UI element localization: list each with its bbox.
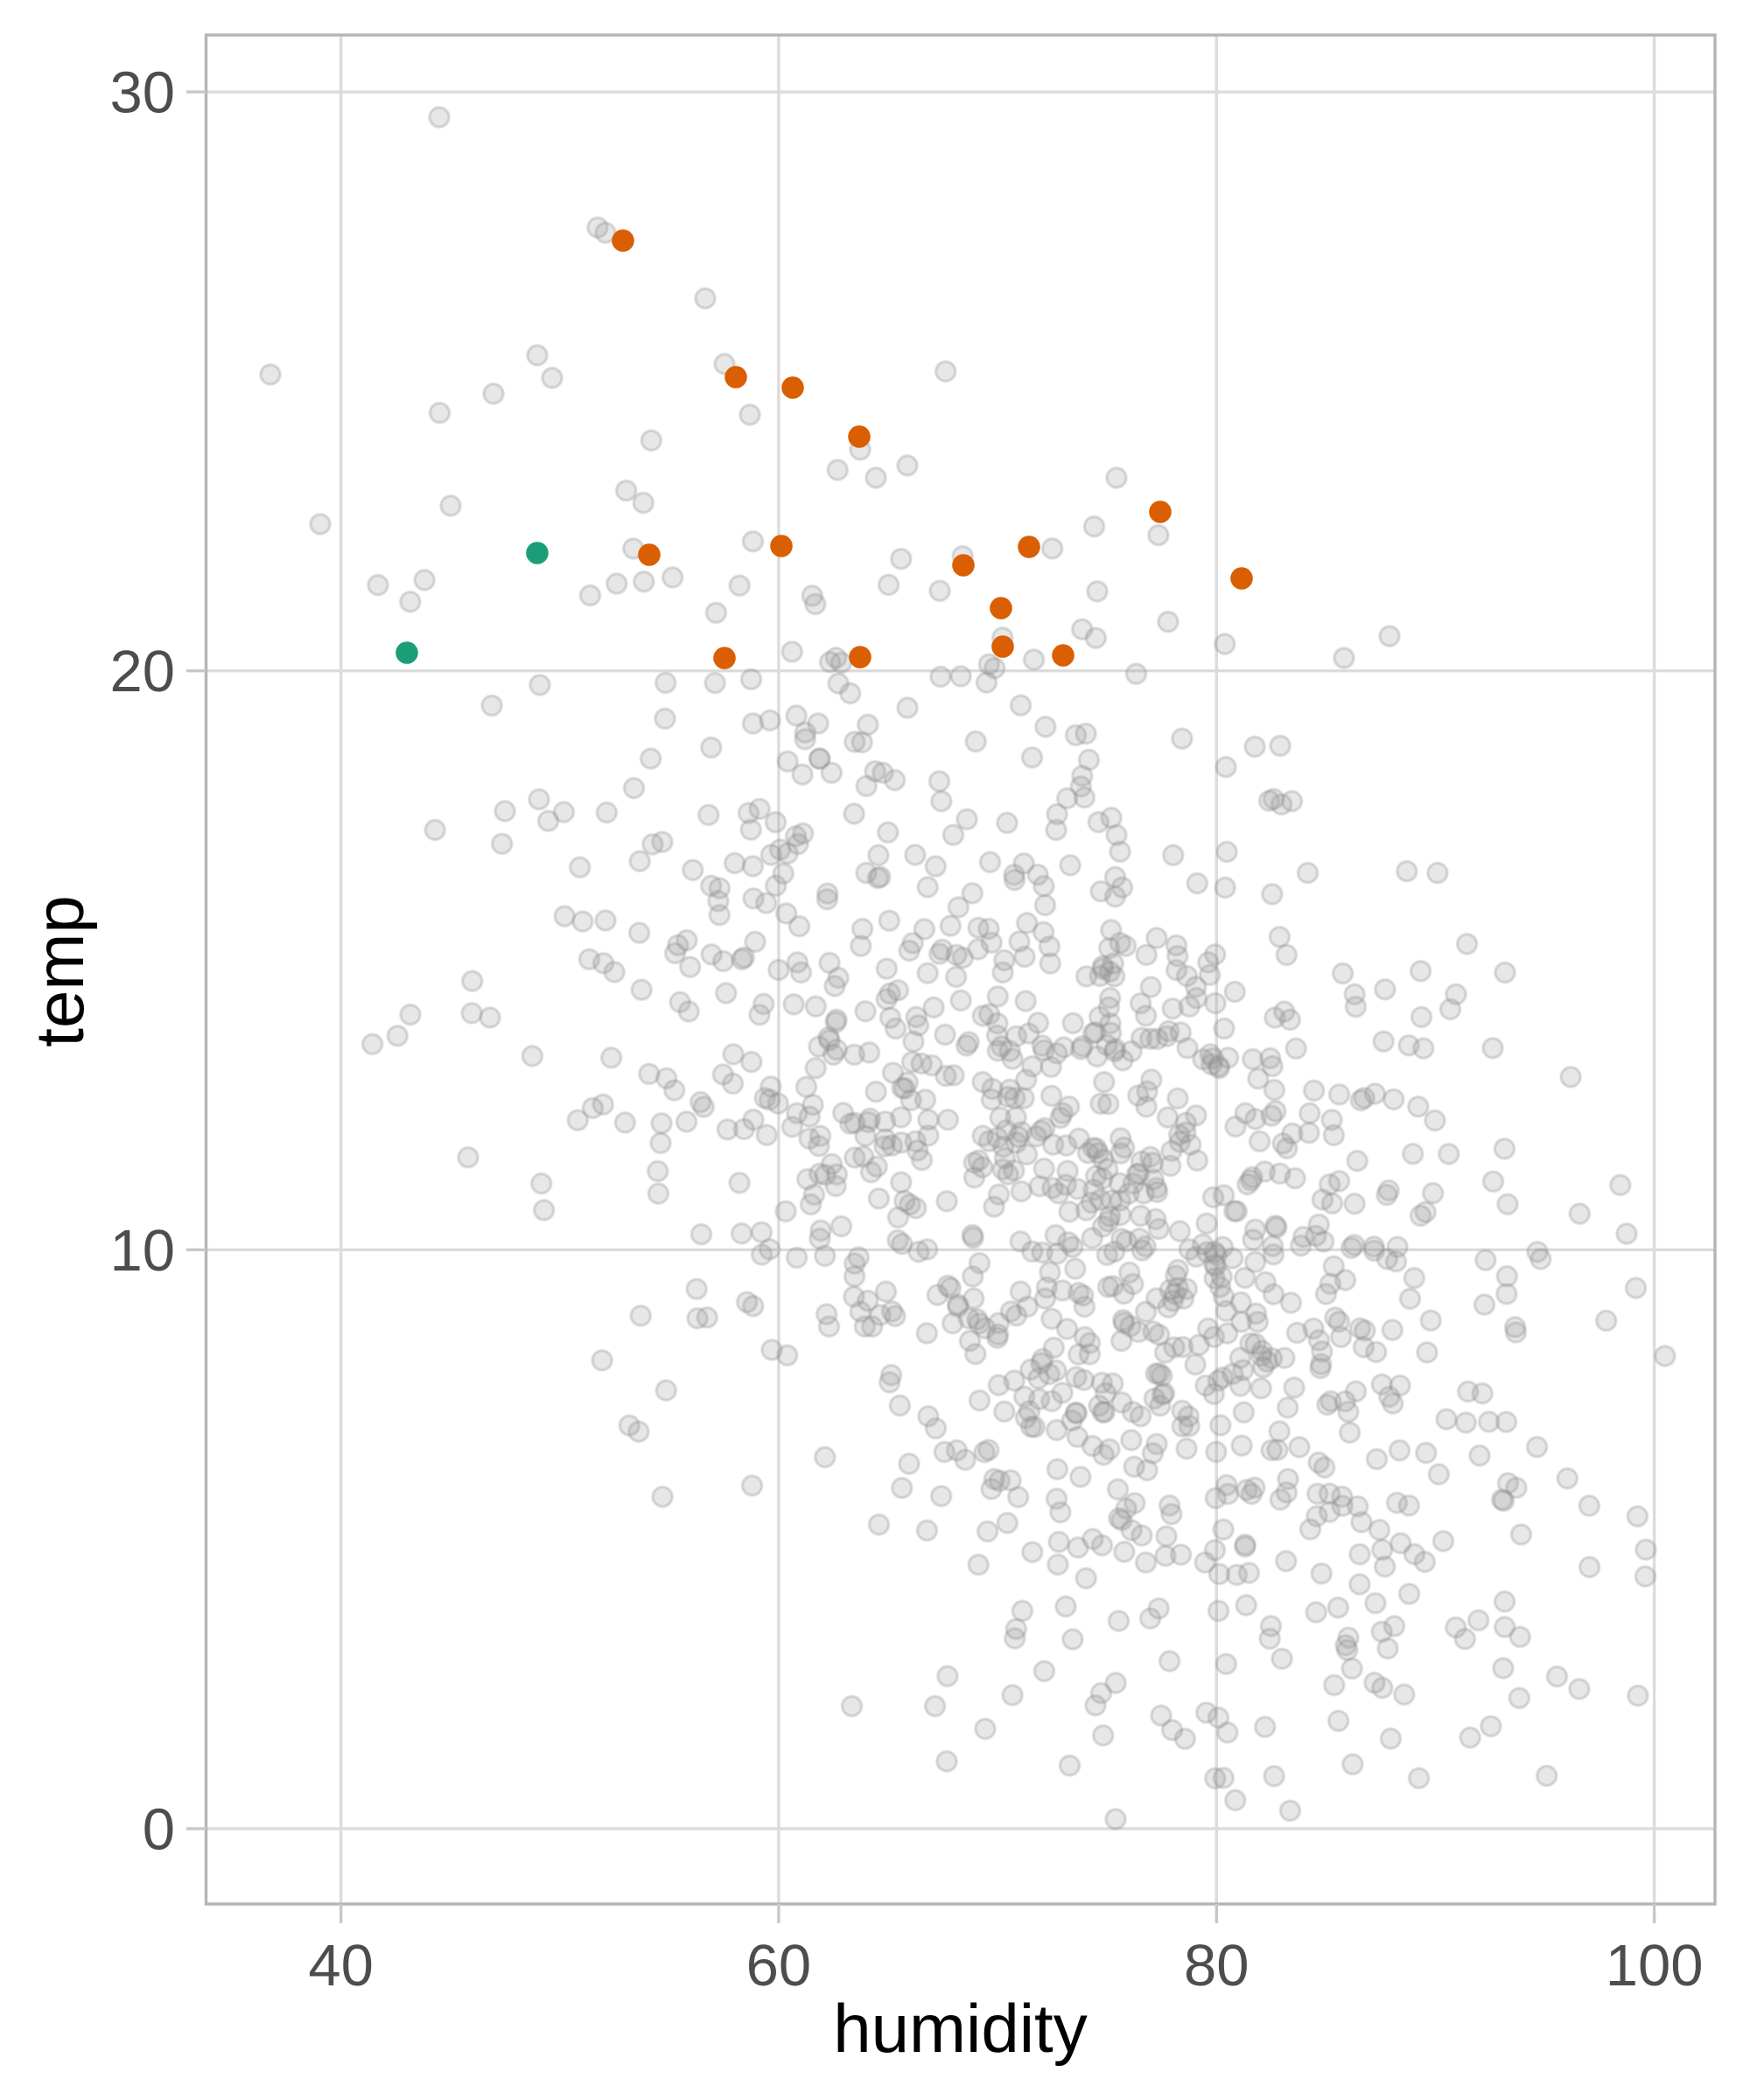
svg-text:10: 10 — [109, 1218, 175, 1284]
svg-text:humidity: humidity — [833, 1990, 1087, 2067]
svg-text:100: 100 — [1606, 1933, 1704, 1998]
svg-text:20: 20 — [109, 639, 175, 704]
svg-text:temp: temp — [21, 895, 98, 1046]
svg-text:0: 0 — [143, 1796, 175, 1862]
svg-text:60: 60 — [746, 1933, 812, 1998]
svg-text:80: 80 — [1184, 1933, 1250, 1998]
svg-text:40: 40 — [308, 1933, 374, 1998]
svg-text:30: 30 — [109, 60, 175, 126]
